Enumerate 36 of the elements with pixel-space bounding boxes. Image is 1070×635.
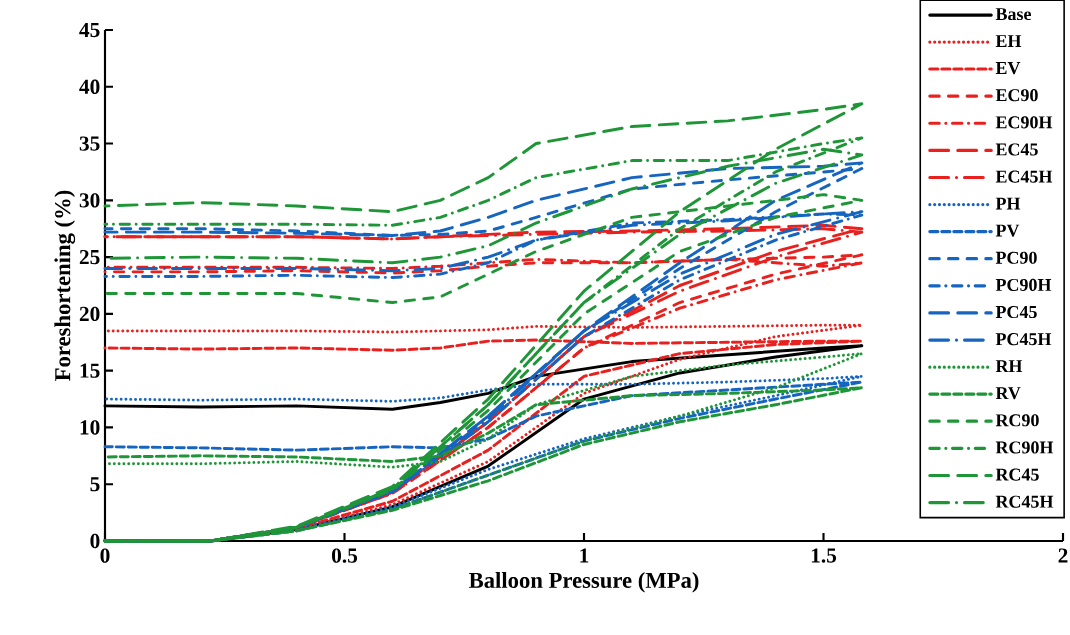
y-axis-title: Foreshortening (%) [54,190,76,381]
legend-label: RC45H [995,495,1054,508]
legend-label: PH [995,197,1021,210]
x-tick-label: 1.5 [811,548,837,563]
legend-label: EC90 [995,89,1038,102]
legend-label: PC45 [995,306,1037,319]
legend-label: EV [995,62,1021,75]
x-axis-title: Balloon Pressure (MPa) [468,572,699,593]
x-tick-label: 2 [1058,548,1068,563]
legend-label: RC45 [995,468,1039,481]
legend-label: RV [995,387,1021,400]
legend-label: PV [995,224,1020,237]
legend-label: RC90 [995,414,1039,427]
y-tick-label: 35 [79,136,100,151]
y-tick-label: 25 [79,249,100,265]
legend-label: EH [995,35,1022,47]
y-tick-label: 45 [79,22,100,38]
y-tick-label: 5 [90,477,100,492]
legend-label: RC90H [995,441,1054,454]
y-tick-label: 40 [79,79,100,94]
x-tick-label: 1 [580,548,589,563]
legend-label: EC45 [995,143,1038,156]
legend-label: Base [995,8,1031,21]
legend-label: PC90 [995,251,1037,264]
y-tick-label: 10 [80,420,100,435]
legend-label: RH [995,360,1023,373]
x-tick-label: 0.5 [331,548,358,563]
legend-label: EC45H [995,170,1053,183]
legend-label: EC90H [995,116,1053,129]
y-tick-label: 15 [80,363,100,378]
legend-label: PC90H [995,278,1052,291]
y-tick-label: 30 [79,193,100,208]
x-tick-label: 0 [100,548,110,563]
legend-label: PC45H [995,333,1052,346]
y-tick-label: 0 [90,533,100,549]
y-tick-label: 20 [79,306,100,322]
